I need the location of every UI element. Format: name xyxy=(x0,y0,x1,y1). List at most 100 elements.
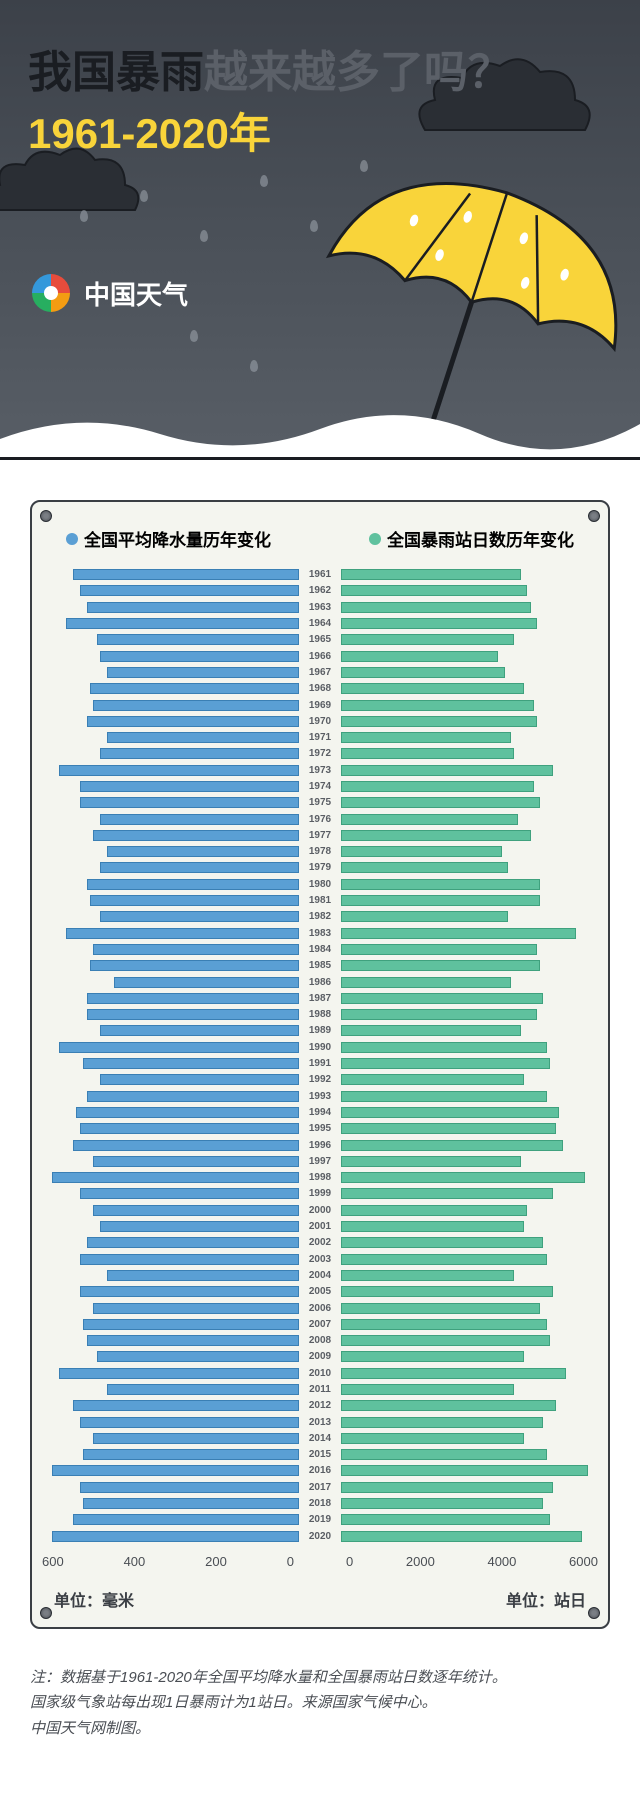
bar-right xyxy=(341,1058,550,1069)
bar-row: 1961 xyxy=(42,567,598,582)
bar-row: 1969 xyxy=(42,697,598,712)
bar-left xyxy=(93,700,299,711)
year-label: 1977 xyxy=(299,830,341,841)
bar-right xyxy=(341,1091,547,1102)
bar-left xyxy=(100,1074,299,1085)
bar-row: 2017 xyxy=(42,1480,598,1495)
bar-row: 1970 xyxy=(42,714,598,729)
year-label: 1991 xyxy=(299,1058,341,1069)
year-label: 1971 xyxy=(299,732,341,743)
bar-left xyxy=(93,830,299,841)
bar-right xyxy=(341,1482,553,1493)
bar-left xyxy=(107,1270,299,1281)
bar-left xyxy=(114,977,299,988)
year-label: 1979 xyxy=(299,862,341,873)
bar-left xyxy=(52,1531,299,1542)
bar-row: 2000 xyxy=(42,1203,598,1218)
bar-right xyxy=(341,1319,547,1330)
bar-row: 1994 xyxy=(42,1105,598,1120)
bar-row: 1986 xyxy=(42,974,598,989)
year-label: 1984 xyxy=(299,944,341,955)
bar-right xyxy=(341,569,521,580)
bar-row: 2009 xyxy=(42,1349,598,1364)
bar-left xyxy=(100,862,299,873)
year-label: 1981 xyxy=(299,895,341,906)
bar-row: 2013 xyxy=(42,1414,598,1429)
year-label: 2003 xyxy=(299,1254,341,1265)
bar-row: 1983 xyxy=(42,926,598,941)
year-label: 1963 xyxy=(299,602,341,613)
bar-left xyxy=(83,1498,299,1509)
bar-left xyxy=(76,1107,299,1118)
bar-right xyxy=(341,814,518,825)
bar-row: 1968 xyxy=(42,681,598,696)
raindrop-icon xyxy=(260,175,268,187)
year-label: 2015 xyxy=(299,1449,341,1460)
bar-row: 1981 xyxy=(42,893,598,908)
year-label: 1994 xyxy=(299,1107,341,1118)
bar-right xyxy=(341,1384,514,1395)
bar-row: 1979 xyxy=(42,860,598,875)
year-label: 1995 xyxy=(299,1123,341,1134)
brand-text: 中国天气 xyxy=(84,275,188,312)
bar-right xyxy=(341,781,534,792)
year-label: 2019 xyxy=(299,1514,341,1525)
bar-right xyxy=(341,748,514,759)
bar-row: 2004 xyxy=(42,1268,598,1283)
bar-right xyxy=(341,1335,550,1346)
bar-left xyxy=(59,1042,299,1053)
bar-left xyxy=(80,1123,299,1134)
bar-left xyxy=(93,1303,299,1314)
bar-row: 2003 xyxy=(42,1251,598,1266)
bar-left xyxy=(80,1417,299,1428)
bar-right xyxy=(341,1400,556,1411)
legend-left: 全国平均降水量历年变化 xyxy=(66,526,271,551)
year-label: 2020 xyxy=(299,1531,341,1542)
bar-row: 1990 xyxy=(42,1040,598,1055)
bar-row: 1992 xyxy=(42,1072,598,1087)
brand-logo-icon xyxy=(28,270,74,316)
raindrop-icon xyxy=(140,190,148,202)
legend-right: 全国暴雨站日数历年变化 xyxy=(369,526,574,551)
bar-left xyxy=(100,911,299,922)
wave-divider xyxy=(0,399,640,459)
bar-right xyxy=(341,960,540,971)
bar-right xyxy=(341,1237,543,1248)
bar-left xyxy=(90,960,299,971)
bar-row: 2016 xyxy=(42,1463,598,1478)
year-label: 1968 xyxy=(299,683,341,694)
header: 我国暴雨越来越多了吗？ 1961-2020年 中国天气 xyxy=(0,0,640,460)
year-label: 1982 xyxy=(299,911,341,922)
bar-row: 1967 xyxy=(42,665,598,680)
bar-right xyxy=(341,1123,556,1134)
bar-right xyxy=(341,1107,559,1118)
bar-left xyxy=(100,1025,299,1036)
screw-icon xyxy=(40,510,52,522)
bar-left xyxy=(97,634,299,645)
year-label: 1993 xyxy=(299,1091,341,1102)
year-label: 2009 xyxy=(299,1351,341,1362)
bar-row: 1999 xyxy=(42,1186,598,1201)
year-label: 1962 xyxy=(299,585,341,596)
bar-right xyxy=(341,1254,547,1265)
bar-row: 2018 xyxy=(42,1496,598,1511)
year-label: 2013 xyxy=(299,1417,341,1428)
bar-left xyxy=(87,993,299,1004)
bar-row: 1976 xyxy=(42,811,598,826)
bar-right xyxy=(341,1303,540,1314)
year-label: 2012 xyxy=(299,1400,341,1411)
bar-right xyxy=(341,1465,588,1476)
bar-right xyxy=(341,895,540,906)
bar-right xyxy=(341,1433,524,1444)
bar-row: 1973 xyxy=(42,763,598,778)
bar-row: 1966 xyxy=(42,648,598,663)
bar-left xyxy=(80,1188,299,1199)
bar-left xyxy=(59,765,299,776)
bar-left xyxy=(80,1482,299,1493)
bar-left xyxy=(100,814,299,825)
legend: 全国平均降水量历年变化 全国暴雨站日数历年变化 xyxy=(42,518,598,567)
bar-right xyxy=(341,651,498,662)
bar-row: 2008 xyxy=(42,1333,598,1348)
raindrop-icon xyxy=(80,210,88,222)
bar-left xyxy=(80,1254,299,1265)
